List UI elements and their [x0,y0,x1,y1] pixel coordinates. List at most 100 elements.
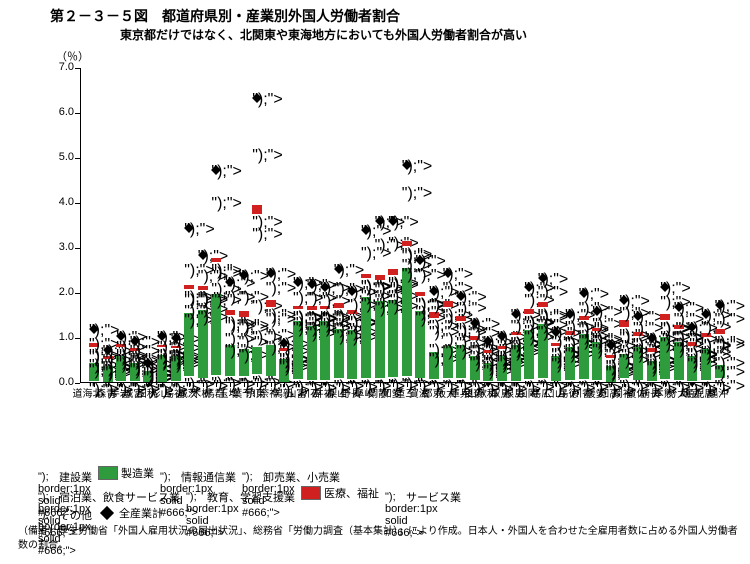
bar-segment: ");"> [198,292,208,301]
legend-label: 製造業 [121,465,154,481]
bar-segment: ");"> [619,343,629,352]
legend-item: "); border:1px solid #666;">宿泊業、飲食サービス業 [38,489,180,505]
bar-segment: ");"> [334,310,344,321]
bar-segment: ");"> [429,324,439,342]
bar-segment: ");"> [715,364,725,365]
bar-segment: ");"> [211,292,221,294]
bar-segment: ");"> [375,282,385,292]
bar-segment: ");"> [715,337,725,355]
bar-segment: ");"> [402,257,412,266]
y-tick-label: 0.0 [50,376,74,388]
bar-segment: ");"> [225,318,235,332]
bar-segment: ");"> [619,305,629,321]
legend-swatch [98,466,118,480]
bar-segment: ");"> [660,294,670,314]
figure-number-title: 第２－３－５図 都道府県別・産業別外国人労働者割合 [50,6,400,26]
legend-item: 医療、福祉 [301,485,379,501]
bar-column: ");">");">");">");">");">");">");"> [660,280,670,384]
bar-segment: ");"> [388,277,398,288]
bar-segment: ");"> [225,331,235,342]
bar-segment: ");"> [184,303,194,312]
bar-segment: ");"> [715,311,725,329]
bar-segment: ");"> [361,279,371,288]
bar-column: ");">");">");">");">");">");">");"> [619,293,629,383]
bar-segment: ");"> [375,292,385,300]
y-tick-label: 6.0 [50,106,74,118]
y-tick-label: 7.0 [50,61,74,73]
y-tick-label: 3.0 [50,241,74,253]
bar-segment: ");"> [375,237,385,275]
bar-segment: ");"> [538,284,548,302]
bar-segment: ");"> [443,280,453,300]
bar-segment: ");"> [239,347,249,349]
bar-segment: ");"> [456,300,466,316]
bar-segment: ");"> [456,343,466,344]
bar-segment: ");"> [619,330,629,343]
bar-segment: ");"> [184,292,194,303]
legend-swatch: "); border:1px solid #666;"> [38,509,56,521]
bar-segment: ");"> [524,329,534,330]
bar-segment: ");"> [660,336,670,337]
bar-segment: ");"> [674,311,684,325]
footnote: （備考）厚生労働省「外国人雇用状況の届出状況」、総務省「労働力調査（基本集計）」… [18,525,738,552]
legend-label: 卸売業、小売業 [263,469,340,485]
legend-swatch: "); border:1px solid #666;"> [186,491,204,503]
legend-label: その他 [59,507,92,523]
bar-segment: ");"> [211,281,221,292]
bar-segment: ");"> [198,268,208,286]
bar-segment: ");"> [402,376,412,383]
bar-column: ");">");">");">");">");">");">");"> [456,289,466,384]
legend-item: "); border:1px solid #666;">卸売業、小売業 [242,469,340,485]
y-tick-label: 2.0 [50,286,74,298]
bar-segment: ");"> [266,327,276,340]
legend-swatch [301,486,321,500]
bar-segment: ");"> [524,292,534,309]
legend-item: "); border:1px solid #666;">サービス業 [385,489,461,505]
bar-column: ");">");">");">");">");">");">");"> [402,158,412,383]
legend-item: 製造業 [98,465,154,481]
bar-segment: ");"> [334,321,344,328]
legend-swatch: "); border:1px solid #666;"> [385,491,403,503]
bar-column: ");">");">");">");">");">");">");"> [225,275,235,383]
bar-segment: ");"> [239,320,249,334]
bar-column: ");">");">");">");">");">");">");"> [375,214,385,383]
bar-segment: ");"> [511,318,521,332]
bar-segment: ");"> [211,265,221,281]
bar-segment: ");"> [633,320,643,332]
figure-subtitle: 東京都だけではなく、北関東や東海地方においても外国人労働者割合が高い [120,26,527,43]
bar-segment: ");"> [252,226,262,298]
bar-segment: ");"> [415,297,425,304]
bar-segment: ");"> [429,297,439,313]
bar-segment: ");"> [211,195,221,258]
bar-segment: ");"> [388,377,398,383]
bar-segment: ");"> [198,301,208,309]
bar-segment: ");"> [429,318,439,325]
bar-segment: ");"> [456,324,466,335]
bar-segment: ");"> [307,311,317,319]
bar-column: ");">");">");">");">");">");">");"> [307,277,317,383]
bar-segment: ");"> [320,320,330,321]
bar-segment: ");"> [266,311,276,327]
bar-column: ");">");">");">");">");">");">");"> [415,253,425,384]
legend-swatch: "); border:1px solid #666;"> [242,471,260,483]
bar-segment: ");"> [239,289,249,312]
bar-segment: ");"> [538,324,548,325]
legend-item: "); border:1px solid #666;">その他 [38,507,92,523]
bar-segment [443,301,453,308]
bar-segment: ");"> [184,312,194,313]
bar-segment: ");"> [429,342,439,350]
bar-segment: ");"> [334,281,344,304]
bar-segment: ");"> [701,319,711,333]
bar-column: ");">");">");">");">");">");">");"> [674,300,684,383]
bar-segment: ");"> [470,355,480,356]
bar-column: ");">");">");">");">");">");">");"> [579,286,589,383]
bar-segment: ");"> [252,147,262,206]
legend-label: 情報通信業 [181,469,236,485]
bar-segment [252,205,262,214]
bar-segment: ");"> [524,315,534,322]
bar-segment: ");"> [225,376,235,383]
legend-item: "); border:1px solid #666;">教育、学習支援業 [186,489,295,505]
bar-segment: ");"> [361,296,371,297]
bar-column: ");">");">");">");">");">");">");"> [592,304,602,383]
bar-segment: ");"> [184,262,194,285]
